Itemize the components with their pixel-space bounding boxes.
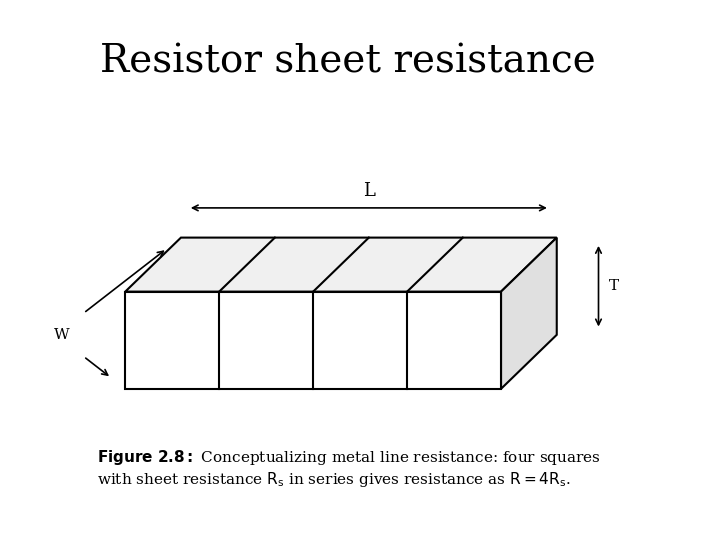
Text: $\bf{Figure\ 2.8:}$ Conceptualizing metal line resistance: four squares: $\bf{Figure\ 2.8:}$ Conceptualizing meta… bbox=[97, 448, 601, 467]
Text: W: W bbox=[54, 328, 70, 342]
Text: with sheet resistance $\mathrm{R_s}$ in series gives resistance as $\mathrm{R = : with sheet resistance $\mathrm{R_s}$ in … bbox=[97, 470, 571, 489]
Polygon shape bbox=[125, 238, 557, 292]
Text: Resistor sheet resistance: Resistor sheet resistance bbox=[100, 43, 596, 80]
Text: L: L bbox=[363, 182, 375, 200]
Polygon shape bbox=[125, 292, 501, 389]
Text: T: T bbox=[609, 279, 619, 293]
Polygon shape bbox=[501, 238, 557, 389]
